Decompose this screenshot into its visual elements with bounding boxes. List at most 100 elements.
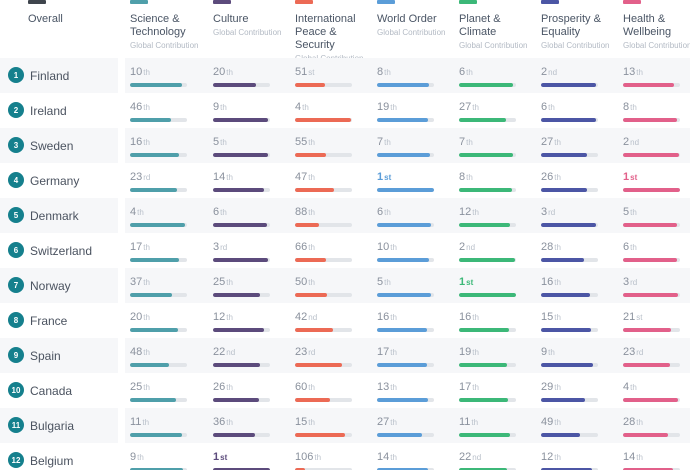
score-bar-fill <box>213 188 264 192</box>
score-bar-track <box>459 293 516 297</box>
score-bar-fill <box>295 83 325 87</box>
score-bar-fill <box>213 83 257 87</box>
rank-value: 27th <box>459 101 479 113</box>
overall-rank-block: 1 Finland <box>0 58 118 93</box>
score-bar-fill <box>459 293 516 297</box>
rank-cell: 42nd <box>295 307 353 332</box>
rank-cell: 4th <box>130 202 188 227</box>
score-bar-fill <box>213 223 267 227</box>
country-row[interactable]: 4 Germany 23rd 14th 47th 1st 8th 26th <box>0 163 690 198</box>
category-subtitle: Global Contribution <box>541 41 610 50</box>
rank-value: 15th <box>295 416 315 428</box>
category-ranks-block <box>125 268 690 303</box>
header-category[interactable]: Planet & Climate Global Contribution <box>459 0 539 50</box>
header-category[interactable]: Culture Global Contribution <box>213 0 293 37</box>
score-bar-fill <box>130 398 177 402</box>
rank-value: 3rd <box>623 276 638 288</box>
rank-cell: 26th <box>541 167 599 192</box>
rank-cell: 27th <box>459 97 517 122</box>
rank-cell: 5th <box>623 202 681 227</box>
country-row[interactable]: 2 Ireland 46th 9th 4th 19th 27th 6th <box>0 93 690 128</box>
score-bar-track <box>541 118 598 122</box>
category-subtitle: Global Contribution <box>623 41 690 50</box>
header-overall[interactable]: Overall <box>28 0 108 26</box>
rank-cell: 1st <box>213 447 271 470</box>
overall-title: Overall <box>28 13 63 25</box>
score-bar-track <box>377 118 434 122</box>
score-bar-fill <box>459 188 512 192</box>
header-category[interactable]: World Order Global Contribution <box>377 0 457 37</box>
country-name: Ireland <box>30 103 67 118</box>
header-category[interactable]: Prosperity & Equality Global Contributio… <box>541 0 621 50</box>
score-bar-track <box>295 398 352 402</box>
country-row[interactable]: 1 Finland 10th 20th 51st 8th 6th 2nd <box>0 58 690 93</box>
score-bar-track <box>459 153 516 157</box>
score-bar-track <box>459 328 516 332</box>
score-bar-fill <box>130 118 172 122</box>
score-bar-track <box>213 83 270 87</box>
score-bar-fill <box>377 258 429 262</box>
score-bar-fill <box>295 188 334 192</box>
rank-cell: 20th <box>213 62 271 87</box>
score-bar-track <box>377 258 434 262</box>
rank-cell: 1st <box>459 272 517 297</box>
rank-cell: 15th <box>295 412 353 437</box>
rank-value: 1st <box>623 171 638 183</box>
rank-value: 2nd <box>459 241 476 253</box>
score-bar-fill <box>213 118 268 122</box>
country-row[interactable]: 3 Sweden 16th 5th 55th 7th 7th 27th <box>0 128 690 163</box>
score-bar-fill <box>130 83 182 87</box>
country-row[interactable]: 10 Canada 25th 26th 60th 13th 17th 29th <box>0 373 690 408</box>
rank-cell: 7th <box>377 132 435 157</box>
rank-value: 1st <box>459 276 474 288</box>
header-category[interactable]: Health & Wellbeing Global Contribution <box>623 0 690 50</box>
score-bar-track <box>377 83 434 87</box>
rank-value: 36th <box>213 416 233 428</box>
country-row[interactable]: 5 Denmark 4th 6th 88th 6th 12th 3rd <box>0 198 690 233</box>
score-bar-fill <box>130 188 177 192</box>
score-bar-track <box>213 398 270 402</box>
score-bar-fill <box>541 223 597 227</box>
score-bar-track <box>130 363 187 367</box>
score-bar-track <box>295 188 352 192</box>
header-category[interactable]: Science & Technology Global Contribution <box>130 0 210 50</box>
category-ranks-block <box>125 338 690 373</box>
country-row[interactable]: 8 France 20th 12th 42nd 16th 16th 15th <box>0 303 690 338</box>
score-bar-track <box>541 398 598 402</box>
rank-cell: 47th <box>295 167 353 192</box>
score-bar-track <box>377 188 434 192</box>
country-row[interactable]: 7 Norway 37th 25th 50th 5th 1st 16th <box>0 268 690 303</box>
rank-badge: 12 <box>8 452 24 468</box>
rank-cell: 60th <box>295 377 353 402</box>
rank-value: 88th <box>295 206 315 218</box>
score-bar-fill <box>459 153 513 157</box>
rank-cell: 6th <box>213 202 271 227</box>
score-bar-fill <box>541 468 593 470</box>
rank-cell: 19th <box>459 342 517 367</box>
rank-cell: 27th <box>541 132 599 157</box>
score-bar-track <box>459 468 516 470</box>
score-bar-track <box>213 328 270 332</box>
score-bar-track <box>213 188 270 192</box>
score-bar-track <box>459 83 516 87</box>
rank-cell: 21st <box>623 307 681 332</box>
rank-cell: 14th <box>377 447 435 470</box>
score-bar-track <box>541 223 598 227</box>
rank-cell: 6th <box>459 62 517 87</box>
country-row[interactable]: 6 Switzerland 17th 3rd 66th 10th 2nd 28t… <box>0 233 690 268</box>
rank-cell: 3rd <box>623 272 681 297</box>
overall-rank-block: 6 Switzerland <box>0 233 118 268</box>
score-bar-fill <box>295 398 330 402</box>
rank-cell: 8th <box>623 97 681 122</box>
score-bar-fill <box>459 363 508 367</box>
country-row[interactable]: 12 Belgium 9th 1st 106th 14th 22nd 12th <box>0 443 690 470</box>
score-bar-fill <box>623 118 677 122</box>
header-category[interactable]: International Peace & Security Global Co… <box>295 0 375 63</box>
score-bar-track <box>295 83 352 87</box>
rank-cell: 49th <box>541 412 599 437</box>
country-row[interactable]: 11 Bulgaria 11th 36th 15th 27th 11th 49t… <box>0 408 690 443</box>
rank-cell: 28th <box>623 412 681 437</box>
score-bar-fill <box>623 328 672 332</box>
country-row[interactable]: 9 Spain 48th 22nd 23rd 17th 19th 9th <box>0 338 690 373</box>
rank-value: 6th <box>377 206 391 218</box>
